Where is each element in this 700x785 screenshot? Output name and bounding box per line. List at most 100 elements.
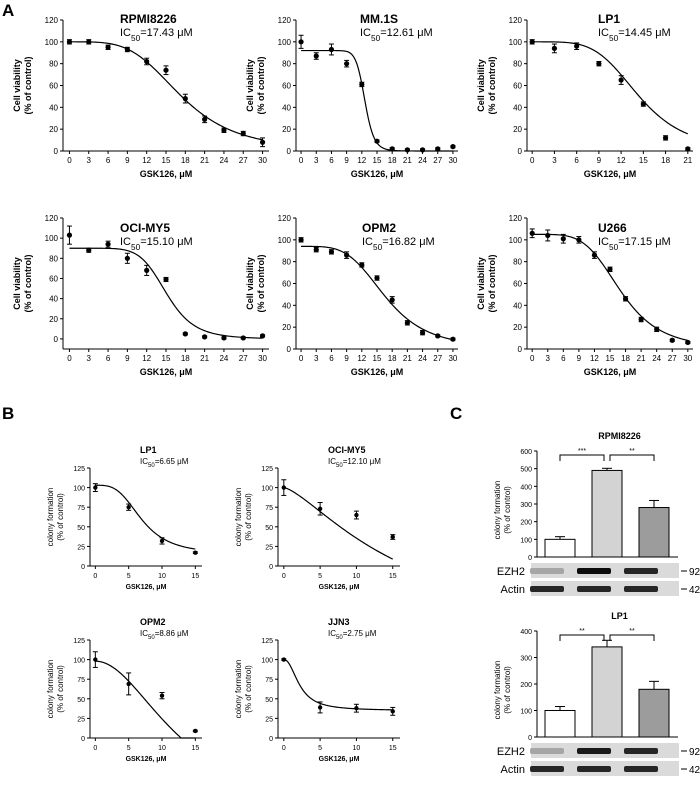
fit-curve <box>301 245 454 341</box>
y-tick-label: 0 <box>528 555 532 562</box>
kda-label: 42 kDa <box>689 765 700 776</box>
x-tick-label: 18 <box>181 156 190 165</box>
blot-band <box>530 586 564 592</box>
y-tick-label: 400 <box>520 484 532 491</box>
data-point <box>622 296 629 302</box>
data-point <box>159 538 165 544</box>
data-point <box>545 232 551 239</box>
data-point <box>202 116 208 122</box>
data-point <box>193 728 198 734</box>
x-tick-label: 6 <box>574 156 579 165</box>
data-point <box>607 266 613 272</box>
x-tick-label: 0 <box>530 354 535 363</box>
x-tick-label: 12 <box>617 156 626 165</box>
x-tick-label: 5 <box>127 745 131 752</box>
data-point <box>354 706 359 711</box>
x-tick-label: 9 <box>125 354 130 363</box>
data-point <box>93 657 98 662</box>
data-point <box>328 46 335 53</box>
data-point <box>298 39 304 45</box>
data-point <box>640 101 646 107</box>
y-axis-label: colony formation <box>493 481 502 540</box>
data-point <box>560 236 566 242</box>
x-tick-label: 9 <box>125 156 130 165</box>
y-tick-label: 50 <box>265 525 273 532</box>
x-tick-label: 5 <box>127 573 131 580</box>
x-tick-label: 6 <box>561 354 566 363</box>
data-point <box>404 147 410 153</box>
blot-label: EZH2 <box>497 746 525 758</box>
data-point <box>404 320 410 326</box>
significance-label: ** <box>629 628 635 635</box>
x-tick-label: 15 <box>373 354 382 363</box>
x-tick-label: 0 <box>299 156 304 165</box>
x-tick-label: 24 <box>652 354 661 363</box>
y-tick-label: 80 <box>513 60 522 69</box>
x-tick-label: 9 <box>344 156 349 165</box>
y-tick-label: 20 <box>513 125 522 134</box>
y-tick-label: 100 <box>73 658 85 665</box>
y-tick-label: 125 <box>73 638 85 645</box>
y-axis-label: Cell viability <box>476 257 486 310</box>
x-axis-label: GSK126, μM <box>140 367 193 377</box>
y-tick-label: 0 <box>81 736 85 743</box>
x-tick-label: 15 <box>191 745 199 752</box>
x-tick-label: 10 <box>158 745 166 752</box>
y-tick-label: 100 <box>45 38 59 47</box>
panel-label-a: A <box>2 1 14 20</box>
x-tick-label: 0 <box>282 745 286 752</box>
x-axis-label: GSK126, μM <box>126 584 167 591</box>
x-tick-label: 3 <box>546 354 551 363</box>
chart-title: OPM2 <box>140 617 166 627</box>
bar-vec <box>544 538 576 558</box>
chart-a4: 0 20 40 60 80 100 120 0 3 6 9 12 15 18 21 24 27 30 OCI-MY5… <box>12 214 269 377</box>
x-tick-label: 15 <box>389 745 397 752</box>
x-tick-label: 24 <box>219 156 228 165</box>
chart-a1: 0 20 40 60 80 100 120 0 3 6 9 12 15 18 21 24 27 30 RPMI822… <box>12 12 269 179</box>
y-tick-label: 75 <box>77 505 85 512</box>
y-tick-label: 125 <box>261 638 273 645</box>
data-point <box>93 485 98 490</box>
x-tick-label: 6 <box>106 354 111 363</box>
data-point <box>221 335 227 341</box>
data-point <box>390 534 395 540</box>
y-tick-label: 80 <box>49 254 58 263</box>
y-tick-label: 0 <box>518 147 523 156</box>
chart-title: U266 <box>598 221 627 235</box>
y-tick-label: 80 <box>282 60 291 69</box>
y-tick-label: 60 <box>282 82 291 91</box>
x-tick-label: 12 <box>142 156 151 165</box>
data-point <box>193 550 198 555</box>
data-point <box>529 230 535 236</box>
x-tick-label: 21 <box>637 354 646 363</box>
y-tick-label: 125 <box>73 466 85 473</box>
x-axis-label: GSK126, μM <box>584 367 637 377</box>
fit-curve <box>301 49 453 152</box>
x-tick-label: 0 <box>67 354 72 363</box>
y-axis-label: (% of control) <box>56 665 65 713</box>
data-point <box>551 45 558 51</box>
chart-title: OCI-MY5 <box>328 445 366 455</box>
y-tick-label: 0 <box>269 736 273 743</box>
chart-c2: 0 100 200 300 400 LP1 colony formation (% of co… <box>493 611 678 752</box>
x-tick-label: 3 <box>87 354 92 363</box>
y-tick-label: 100 <box>73 486 85 493</box>
x-tick-label: 10 <box>353 573 361 580</box>
x-tick-label: 18 <box>388 156 397 165</box>
y-tick-label: 0 <box>81 564 85 571</box>
x-tick-label: 30 <box>683 354 692 363</box>
y-axis-label: (% of control) <box>503 666 512 714</box>
y-tick-label: 40 <box>49 103 58 112</box>
x-tick-label: 18 <box>621 354 630 363</box>
data-point <box>281 657 287 662</box>
y-tick-label: 40 <box>513 301 522 310</box>
data-point <box>419 330 426 336</box>
y-tick-label: 100 <box>520 537 532 544</box>
data-point <box>317 705 323 710</box>
y-axis-label: (% of control) <box>56 493 65 541</box>
x-tick-label: 21 <box>683 156 692 165</box>
chart-title: JJN3 <box>328 617 350 627</box>
data-point <box>66 232 73 238</box>
y-axis-label: Cell viability <box>12 59 22 112</box>
y-tick-label: 0 <box>528 735 532 742</box>
